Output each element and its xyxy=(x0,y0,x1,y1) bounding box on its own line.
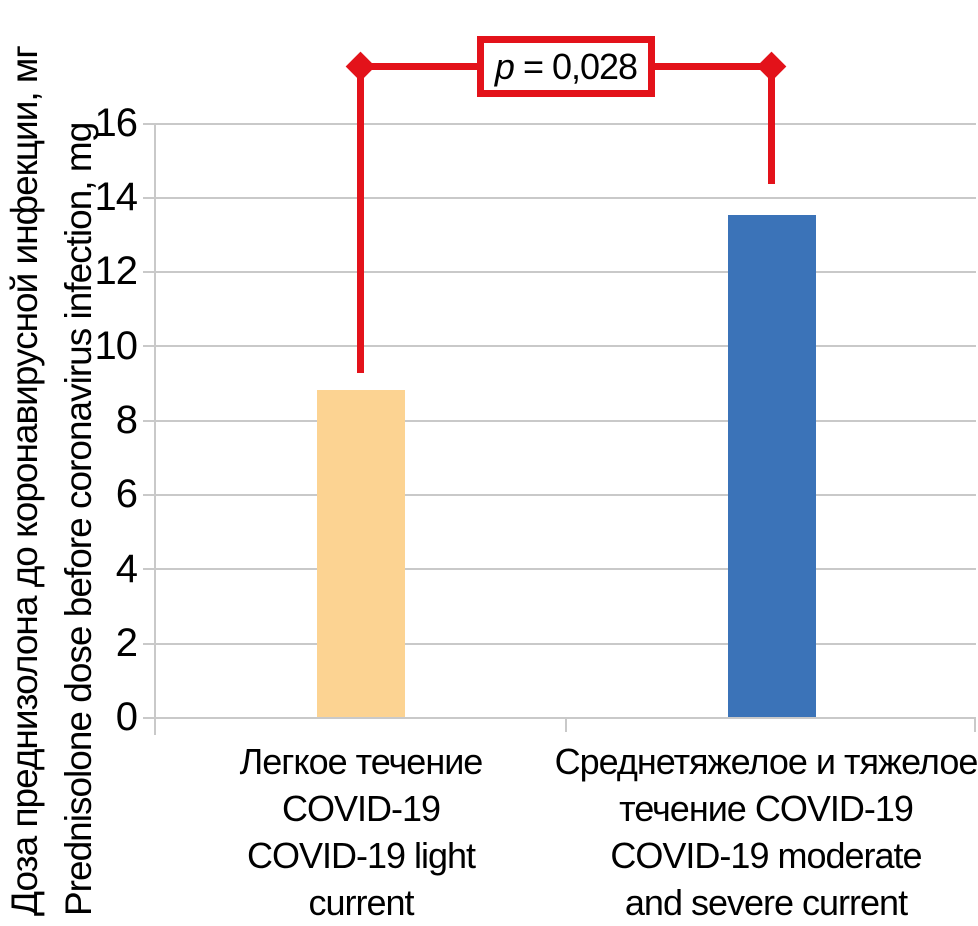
y-tick-label: 12 xyxy=(94,249,139,293)
category-line: Среднетяжелое и тяжелое xyxy=(554,741,978,782)
p-value-box: p = 0,028 xyxy=(477,36,655,97)
y-tick-label: 10 xyxy=(94,324,139,368)
y-tick-label: 0 xyxy=(115,695,138,739)
bar-covid19-light xyxy=(317,390,405,717)
y-axis-title-english: Prednisolone dose before coronavirus inf… xyxy=(58,122,99,916)
y-tick-label: 4 xyxy=(115,547,138,591)
y-tick-label: 16 xyxy=(94,101,139,145)
category-line: COVID-19 light xyxy=(246,835,476,876)
y-tick-label: 2 xyxy=(115,621,138,665)
x-axis-tick-middle xyxy=(565,717,567,732)
gridline-0-baseline xyxy=(143,717,976,719)
category-line: Легкое течение xyxy=(239,741,484,782)
significance-bracket-right-drop xyxy=(768,63,775,184)
gridline-10 xyxy=(143,345,976,347)
gridline-4 xyxy=(143,568,976,570)
y-tick-label: 6 xyxy=(115,472,138,516)
gridline-8 xyxy=(143,420,976,422)
diamond-marker-left xyxy=(345,51,376,82)
p-value-text: = 0,028 xyxy=(513,45,638,87)
significance-bracket-left-drop xyxy=(357,63,364,373)
gridline-12 xyxy=(143,271,976,273)
x-category-label-light: Легкое течение COVID-19 COVID-19 light c… xyxy=(141,738,581,926)
category-line: COVID-19 xyxy=(281,788,441,829)
bar-covid19-moderate-severe xyxy=(728,215,816,717)
y-tick-label: 14 xyxy=(94,175,139,219)
x-axis-tick-right xyxy=(974,717,976,732)
gridline-16 xyxy=(143,123,976,125)
y-axis-line xyxy=(154,123,156,735)
category-line: current xyxy=(308,882,414,923)
category-line: течение COVID-19 xyxy=(619,788,914,829)
y-axis-title-russian: Доза преднизолона до коронавирусной инфе… xyxy=(4,46,45,916)
category-line: and severe current xyxy=(624,882,908,923)
y-tick-label: 8 xyxy=(115,398,138,442)
p-value-symbol: p xyxy=(494,45,515,87)
gridline-6 xyxy=(143,494,976,496)
gridline-14 xyxy=(143,197,976,199)
gridline-2 xyxy=(143,643,976,645)
category-line: COVID-19 moderate xyxy=(610,835,922,876)
x-category-label-moderate-severe: Среднетяжелое и тяжелое течение COVID-19… xyxy=(546,738,978,926)
diamond-marker-right xyxy=(756,51,787,82)
